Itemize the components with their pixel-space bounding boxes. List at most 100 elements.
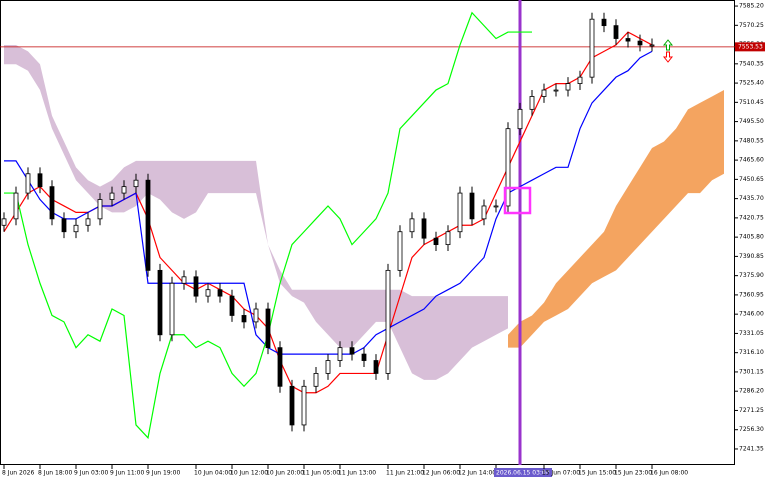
candle-body [637,40,643,46]
candle-body [85,218,91,226]
sell-arrow[interactable] [662,51,674,63]
x-tick-label: 9 Jun 19:00 [146,470,180,477]
y-tick-label: 7360.95 [739,291,764,298]
candle-body [565,83,571,91]
candle-body [493,205,499,208]
candle-body [421,218,427,239]
candle-body [73,224,79,233]
y-tick-label: 7271.25 [739,407,764,414]
y-tick-label: 7495.50 [739,118,764,125]
candle-body [301,385,307,426]
x-tick-label: 15 Jun 23:00 [614,470,652,477]
candle-body [649,44,655,47]
candle-body [589,18,595,78]
x-tick-label: 16 Jun 08:00 [650,470,688,477]
candle-body [109,192,115,200]
candle-body [541,89,547,97]
x-tick-label: 12 Jun 14:00 [458,470,496,477]
plot-area [0,0,735,465]
candle-body [361,353,367,361]
candle-body [577,76,583,84]
candle-body [289,385,295,426]
cloud [4,44,508,380]
candle-body [625,38,631,42]
candle-body [181,276,187,284]
candle-body [613,25,619,39]
x-tick-label: 9 Jun 11:00 [110,470,144,477]
candle-body [553,89,559,92]
candle-body [241,315,247,323]
cloud [508,90,724,348]
x-tick-label: 9 Jun 03:00 [74,470,108,477]
candle-body [145,179,151,271]
y-tick-label: 7510.45 [739,99,764,106]
candle-body [157,269,163,336]
candle-body [169,282,175,336]
x-tick-label: 8 Jun 2026 [2,470,34,477]
y-tick-label: 7540.35 [739,60,764,67]
y-tick-label: 7525.40 [739,80,764,87]
x-tick-label: 8 Jun 18:00 [38,470,72,477]
x-tick-label: 10 Jun 12:00 [230,470,268,477]
candle-body [517,108,523,130]
candle-body [25,173,31,194]
x-tick-label: 10 Jun 04:00 [194,470,232,477]
candle-body [349,347,355,355]
y-tick-label: 7256.30 [739,426,764,433]
candle-body [469,192,475,220]
y-tick-label: 7241.35 [739,445,764,452]
candle-body [481,205,487,220]
y-tick-label: 7316.10 [739,349,764,356]
y-tick-label: 7480.55 [739,137,764,144]
candle-body [61,218,67,233]
candle-body [265,308,271,349]
candle-body [13,192,19,220]
y-tick-label: 7346.00 [739,311,764,318]
y-tick-label: 7585.20 [739,3,764,10]
y-tick-label: 7375.90 [739,272,764,279]
candle-body [193,276,199,297]
candle-body [445,231,451,246]
y-tick-label: 7405.80 [739,234,764,241]
x-tick-label: 10 Jun 20:00 [266,470,304,477]
candle-body [1,218,7,226]
candle-body [457,192,463,233]
candle-body [37,173,43,188]
y-tick-label: 7570.25 [739,22,764,29]
y-tick-label: 7435.70 [739,195,764,202]
candle-body [217,289,223,297]
candle-body [133,179,139,188]
candle-body [601,18,607,27]
price-tag-label: 7553.53 [738,43,763,50]
y-tick-label: 7420.75 [739,214,764,221]
x-tick-label: 11 Jun 05:00 [302,470,340,477]
x-tick-label: 12 Jun 06:00 [422,470,460,477]
candle-body [253,308,259,323]
x-tick-label: 11 Jun 13:00 [338,470,376,477]
candle-body [505,128,511,207]
y-tick-label: 7286.20 [739,388,764,395]
y-tick-label: 7465.60 [739,157,764,164]
candle-body [409,218,415,233]
buy-arrow[interactable] [662,39,674,51]
x-tick-label: 15 Jun 15:00 [578,470,616,477]
candle-body [337,347,343,361]
candle-body [313,373,319,387]
candle-body [397,231,403,271]
candle-body [97,199,103,220]
candle-body [385,269,391,374]
candle-body [277,347,283,387]
selection-box [503,186,532,215]
y-tick-label: 7450.65 [739,176,764,183]
candle-body [121,186,127,194]
price-tag [735,42,765,52]
candle-body [373,360,379,374]
candle-body [433,237,439,246]
candle-body [325,360,331,374]
x-tick-label: 2026.06.15 03:00 [496,470,550,477]
candle-body [49,186,55,220]
y-tick-label: 7301.15 [739,368,764,375]
x-tick-label: 15 Jun 07:00 [542,470,580,477]
y-tick-label: 7390.85 [739,253,764,260]
